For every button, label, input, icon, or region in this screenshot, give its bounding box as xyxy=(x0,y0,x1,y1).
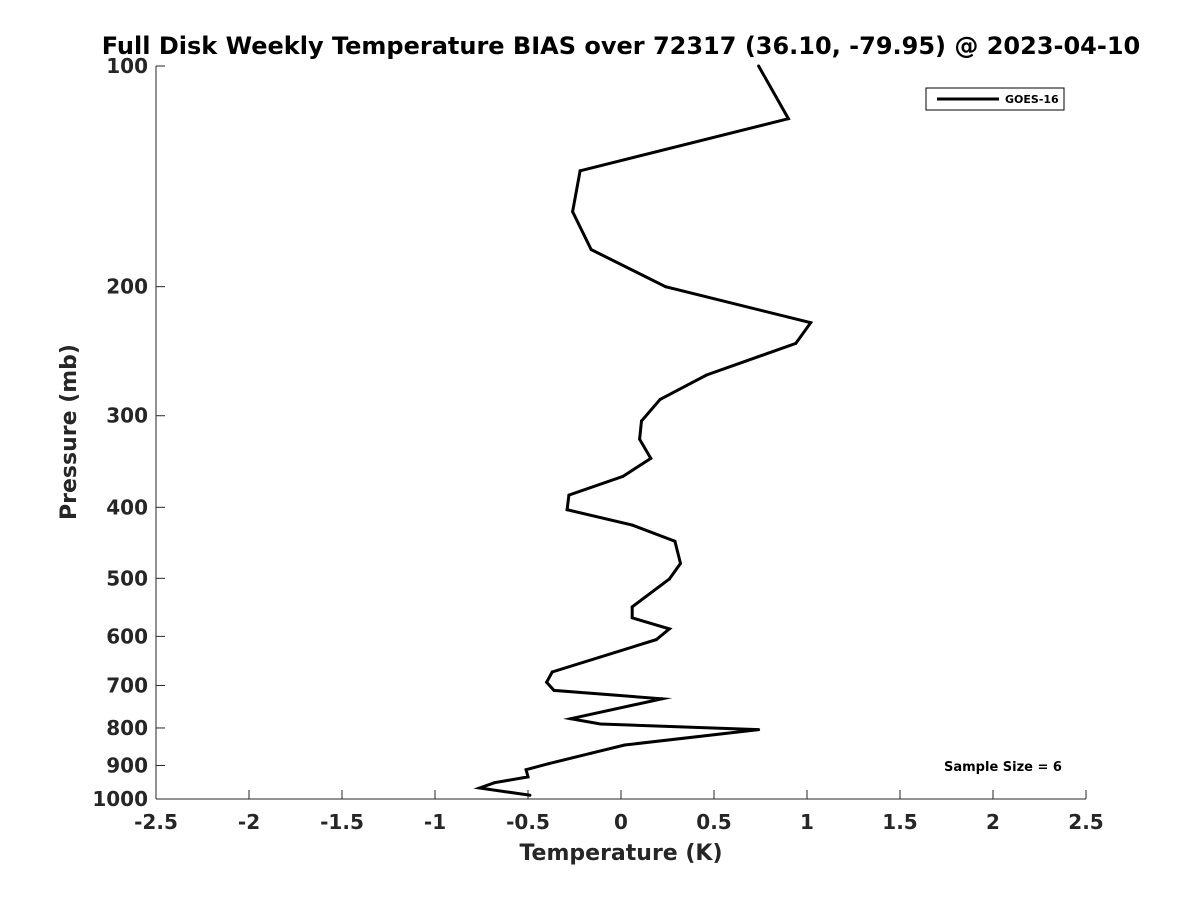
y-tick-label: 800 xyxy=(106,716,148,740)
x-tick-label: -2 xyxy=(238,810,260,834)
data-point xyxy=(809,321,813,325)
x-tick-label: -2.5 xyxy=(134,810,178,834)
data-point xyxy=(578,169,582,173)
data-point xyxy=(664,285,668,289)
data-point xyxy=(649,456,653,460)
data-point xyxy=(705,373,709,377)
data-point xyxy=(524,768,528,772)
x-tick-label: 2 xyxy=(986,810,1000,834)
data-point xyxy=(565,508,569,512)
x-tick-label: 1.5 xyxy=(882,810,917,834)
y-tick-label: 700 xyxy=(106,673,148,697)
data-point xyxy=(478,786,482,790)
data-point xyxy=(528,793,532,797)
data-point xyxy=(786,117,790,121)
data-point xyxy=(757,728,761,732)
data-point xyxy=(658,397,662,401)
data-point xyxy=(569,717,573,721)
data-point xyxy=(667,577,671,581)
chart-title: Full Disk Weekly Temperature BIAS over 7… xyxy=(102,32,1141,60)
data-point xyxy=(550,670,554,674)
data-point xyxy=(679,561,682,565)
series-layer xyxy=(473,64,814,797)
data-point xyxy=(667,627,671,631)
y-tick-label: 900 xyxy=(106,753,148,777)
y-tick-label: 500 xyxy=(106,566,148,590)
data-point xyxy=(640,419,643,423)
data-point xyxy=(599,722,602,726)
data-point xyxy=(545,680,549,684)
data-point xyxy=(567,493,571,497)
data-point xyxy=(571,210,575,214)
data-point xyxy=(547,762,550,766)
x-tick-label: -1.5 xyxy=(320,810,364,834)
x-tick-label: -1 xyxy=(424,810,446,834)
data-point xyxy=(589,248,593,252)
x-axis-label: Temperature (K) xyxy=(519,841,722,866)
y-tick-label: 1000 xyxy=(92,787,148,811)
x-axis-ticks: -2.5 -2 -1.5 -1 -0.5 0 0.5 1 1.5 2 2.5 xyxy=(134,790,1104,834)
data-point xyxy=(589,751,593,755)
data-point xyxy=(621,474,625,478)
x-tick-label: 0.5 xyxy=(696,810,731,834)
data-point xyxy=(630,523,634,527)
y-tick-label: 100 xyxy=(106,54,148,78)
x-tick-label: 2.5 xyxy=(1068,810,1103,834)
series-line-goes-16 xyxy=(473,65,814,797)
data-point xyxy=(757,64,761,68)
data-point xyxy=(526,775,530,779)
plot-area xyxy=(156,66,1086,799)
y-axis-ticks: 100 200 300 400 500 600 700 800 900 1000 xyxy=(92,54,165,811)
legend-label-goes-16: GOES-16 xyxy=(1005,93,1059,106)
data-point xyxy=(630,616,634,620)
x-tick-label: 1 xyxy=(800,810,814,834)
data-point xyxy=(623,743,627,747)
data-point xyxy=(638,437,642,441)
legend: GOES-16 xyxy=(925,87,1065,111)
data-point xyxy=(673,539,677,543)
sample-size-annotation: Sample Size = 6 xyxy=(944,760,1062,775)
data-point xyxy=(552,688,556,692)
y-axis-label: Pressure (mb) xyxy=(57,344,82,520)
data-point xyxy=(794,341,798,345)
data-point xyxy=(630,605,634,609)
data-point xyxy=(493,781,496,785)
data-point xyxy=(654,638,658,642)
y-tick-label: 300 xyxy=(106,404,148,428)
x-tick-label: 0 xyxy=(614,810,628,834)
y-tick-label: 600 xyxy=(106,624,148,648)
y-tick-label: 200 xyxy=(106,275,148,299)
x-tick-label: -0.5 xyxy=(506,810,550,834)
data-point xyxy=(660,697,664,701)
y-tick-label: 400 xyxy=(106,495,148,519)
